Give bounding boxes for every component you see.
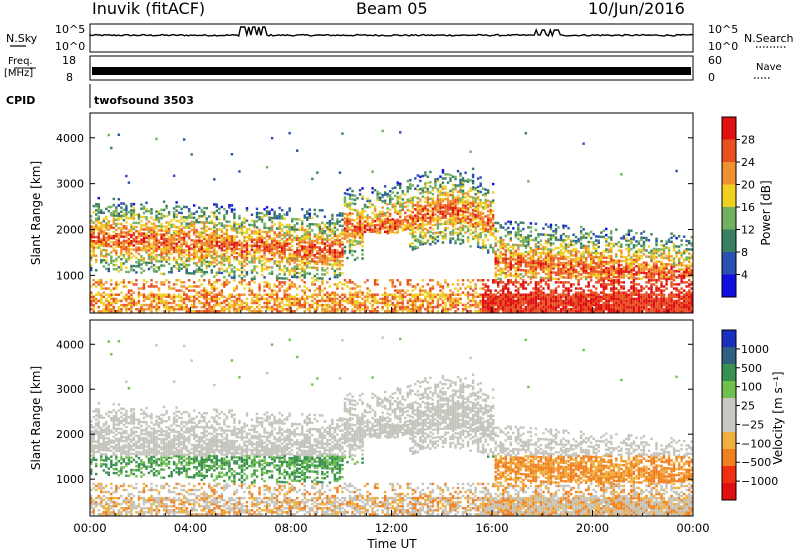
velocity-x-ticks: 00:00 04:00 08:00 12:00 16:00 20:00 00:00 (73, 510, 710, 535)
power-y-axis: 1000 2000 3000 4000 (56, 132, 693, 282)
velocity-colorbar-swatch-9 (722, 483, 736, 501)
power-ytick-label-1: 2000 (56, 224, 84, 237)
velocity-colorbar-swatch-5 (722, 415, 736, 433)
cpid-value: twofsound 3503 (94, 94, 194, 107)
freq-tick-bottom: 8 (66, 71, 73, 84)
velocity-ytick-label-3: 4000 (56, 338, 84, 351)
velocity-colorbar-label-2: 100 (741, 381, 762, 394)
velocity-colorbar-swatch-0 (722, 330, 736, 348)
power-colorbar-label-2: 20 (741, 179, 755, 192)
power-colorbar-label-4: 12 (741, 224, 755, 237)
nave-tick-top: 60 (708, 54, 722, 67)
velocity-colorbar-swatch-1 (722, 347, 736, 365)
power-colorbar-swatch-1 (722, 139, 736, 163)
velocity-xtick-label-1: 04:00 (174, 521, 207, 535)
velocity-colorbar-label-7: −1000 (741, 475, 778, 488)
velocity-colorbar-swatch-3 (722, 381, 736, 399)
nave-label: Nave (756, 62, 782, 73)
velocity-ylabel: Slant Range [km] (29, 366, 43, 470)
velocity-xtick-label-3: 12:00 (375, 521, 408, 535)
velocity-xtick-label-0: 00:00 (73, 521, 106, 535)
station-title: Inuvik (fitACF) (92, 0, 206, 18)
freq-strip: Freq. [MHz] 18 8 60 0 Nave (4, 54, 782, 84)
beam-title: Beam 05 (356, 0, 428, 18)
power-colorbar-swatch-5 (722, 229, 736, 253)
velocity-colorbar: 1000 500 100 25 −25 −100 −500 −1000 (721, 329, 778, 501)
nsearch-tick-bottom: 10^0 (708, 40, 738, 53)
velocity-data-cells (90, 336, 693, 516)
velocity-colorbar-swatch-6 (722, 432, 736, 450)
nave-tick-bottom: 0 (708, 71, 715, 84)
power-colorbar: 28 24 20 16 12 8 4 (721, 116, 755, 298)
velocity-colorbar-label-0: 1000 (741, 343, 769, 356)
power-colorbar-swatch-3 (722, 184, 736, 208)
freq-tick-top: 18 (62, 54, 76, 67)
velocity-panel: 1000 2000 3000 4000 00:00 04:00 08:00 12:00 16:… (29, 319, 785, 551)
velocity-colorbar-swatch-8 (722, 466, 736, 484)
nsky-tick-top: 10^5 (55, 23, 85, 36)
cpid-strip: CPID twofsound 3503 (6, 84, 194, 108)
velocity-xtick-label-4: 16:00 (475, 521, 508, 535)
nsky-strip: N.Sky 10^5 10^0 10^5 10^0 N.Search (6, 23, 794, 53)
power-ylabel: Slant Range [km] (29, 161, 43, 265)
nsearch-tick-top: 10^5 (708, 23, 738, 36)
power-ytick-label-2: 3000 (56, 178, 84, 191)
power-colorbar-swatch-7 (722, 274, 736, 298)
velocity-colorbar-label: Velocity [m s⁻¹] (771, 371, 785, 464)
velocity-colorbar-label-3: 25 (741, 400, 755, 413)
nsky-tick-bottom: 10^0 (55, 40, 85, 53)
velocity-colorbar-label-5: −100 (741, 437, 771, 450)
velocity-colorbar-swatch-4 (722, 398, 736, 416)
power-colorbar-swatch-2 (722, 162, 736, 185)
velocity-xtick-label-5: 20:00 (576, 521, 609, 535)
freq-unit: [MHz] (4, 68, 33, 79)
velocity-colorbar-label-1: 500 (741, 362, 762, 375)
velocity-xlabel: Time UT (366, 537, 417, 551)
cpid-label: CPID (6, 94, 35, 107)
velocity-colorbar-label-6: −500 (741, 456, 771, 469)
velocity-xtick-label-2: 08:00 (274, 521, 307, 535)
velocity-xtick-label-6: 00:00 (676, 521, 709, 535)
power-colorbar-label-0: 28 (741, 134, 755, 147)
power-ytick-label-0: 1000 (56, 269, 84, 282)
velocity-ytick-label-2: 3000 (56, 383, 84, 396)
power-data-cells (90, 129, 693, 313)
power-colorbar-label-1: 24 (741, 156, 755, 169)
nsearch-label: N.Search (744, 32, 794, 45)
freq-label: Freq. (8, 56, 33, 67)
power-colorbar-swatch-4 (722, 207, 736, 230)
power-colorbar-label-3: 16 (741, 201, 755, 214)
date-title: 10/Jun/2016 (588, 0, 685, 18)
velocity-ytick-label-0: 1000 (56, 473, 84, 486)
power-colorbar-label-5: 8 (741, 246, 748, 259)
power-colorbar-swatch-6 (722, 252, 736, 275)
power-x-ticks (89, 307, 694, 313)
velocity-colorbar-swatch-2 (722, 364, 736, 382)
nsky-label: N.Sky (6, 32, 38, 45)
power-colorbar-swatch-0 (722, 117, 736, 140)
power-colorbar-label-6: 4 (741, 269, 748, 282)
velocity-ytick-label-1: 2000 (56, 428, 84, 441)
velocity-y-axis: 1000 2000 3000 4000 (56, 338, 693, 486)
velocity-colorbar-label-4: −25 (741, 418, 764, 431)
velocity-colorbar-swatch-7 (722, 449, 736, 467)
power-ytick-label-3: 4000 (56, 132, 84, 145)
power-colorbar-label: Power [dB] (759, 180, 773, 245)
power-panel: 1000 2000 3000 4000 Slant Range [km] 28 24 20… (29, 112, 773, 314)
